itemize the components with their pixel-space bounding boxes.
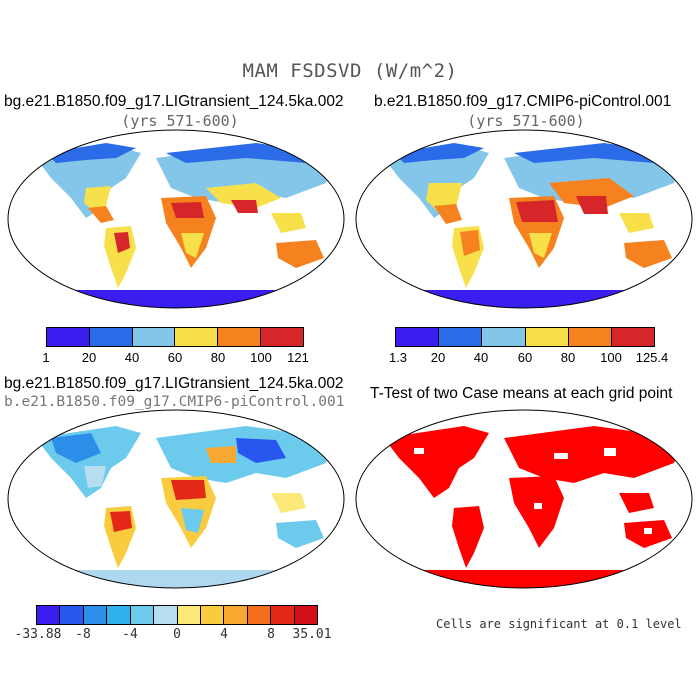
panel-3-tick: 4: [220, 627, 228, 642]
panel-3-tick: 35.01: [292, 627, 332, 642]
panel-3-tick: -33.88: [14, 627, 62, 642]
panel-2-land: [356, 143, 692, 308]
panel-1-map: [7, 129, 345, 309]
panel-3-tick: 0: [173, 627, 181, 642]
panel-3-colorbar-seg: [107, 606, 131, 624]
panel-2-colorbar: [395, 327, 655, 347]
panel-1-colorbar-seg: [218, 328, 262, 346]
panel-2-tick: 1.3: [388, 350, 408, 365]
panel-3-colorbar-seg: [224, 606, 248, 624]
panel-1-tick: 80: [210, 350, 226, 365]
panel-1-title: bg.e21.B1850.f09_g17.LIGtransient_124.5k…: [4, 93, 344, 110]
panel-1-colorbar: [46, 327, 304, 347]
panel-2-map: [355, 129, 693, 309]
panel-3-colorbar-seg: [177, 606, 201, 624]
panel-2-subtitle: (yrs 571-600): [467, 112, 585, 130]
panel-3-title: bg.e21.B1850.f09_g17.LIGtransient_124.5k…: [4, 375, 344, 392]
panel-1-tick: 121: [287, 350, 309, 365]
panel-3-colorbar-seg: [83, 606, 108, 624]
panel-1-tick: 40: [124, 350, 140, 365]
panel-3-tick: -8: [75, 627, 91, 642]
panel-3-subtitle: b.e21.B1850.f09_g17.CMIP6-piControl.001: [4, 394, 345, 410]
panel-3-colorbar-seg: [37, 606, 61, 624]
panel-2-title: b.e21.B1850.f09_g17.CMIP6-piControl.001: [374, 93, 672, 110]
figure-title: MAM FSDSVD (W/m^2): [242, 60, 458, 82]
panel-2-tick: 60: [517, 350, 533, 365]
panel-4-nonsignificant-gaps: [414, 448, 652, 534]
panel-3-map: [7, 409, 345, 589]
panel-1-tick: 20: [81, 350, 97, 365]
panel-1-colorbar-seg: [261, 328, 303, 346]
panel-2-colorbar-seg: [396, 328, 440, 346]
panel-3-colorbar-seg: [200, 606, 225, 624]
panel-1-subtitle: (yrs 571-600): [121, 112, 239, 130]
panel-4-map: [355, 409, 693, 589]
panel-3-colorbar-seg: [247, 606, 272, 624]
panel-3-colorbar: [36, 605, 318, 625]
panel-3-colorbar-seg: [294, 606, 318, 624]
panel-2-colorbar-seg: [482, 328, 526, 346]
panel-3-colorbar-seg: [154, 606, 178, 624]
panel-2-colorbar-seg: [525, 328, 569, 346]
panel-1-colorbar-seg: [175, 328, 219, 346]
significance-note: Cells are significant at 0.1 level: [436, 617, 682, 631]
panel-1-tick: 60: [167, 350, 183, 365]
panel-3-colorbar-seg: [60, 606, 84, 624]
panel-2-colorbar-seg: [439, 328, 483, 346]
panel-2-colorbar-seg: [568, 328, 612, 346]
panel-1-colorbar-seg: [132, 328, 176, 346]
panel-2-colorbar-seg: [611, 328, 655, 346]
panel-2-tick: 80: [560, 350, 576, 365]
panel-2-tick: 125.4: [635, 350, 669, 365]
panel-2-tick: 20: [430, 350, 446, 365]
panel-1-tick: 100: [250, 350, 272, 365]
panel-3-colorbar-seg: [271, 606, 295, 624]
panel-3-colorbar-seg: [130, 606, 155, 624]
panel-1-colorbar-seg: [47, 328, 90, 346]
panel-3-tick: 8: [267, 627, 275, 642]
panel-2-tick: 100: [600, 350, 622, 365]
panel-4-title: T-Test of two Case means at each grid po…: [370, 385, 673, 402]
panel-1-colorbar-seg: [89, 328, 133, 346]
panel-1-tick: 1: [42, 350, 50, 365]
panel-2-tick: 40: [473, 350, 489, 365]
panel-3-tick: -4: [122, 627, 138, 642]
